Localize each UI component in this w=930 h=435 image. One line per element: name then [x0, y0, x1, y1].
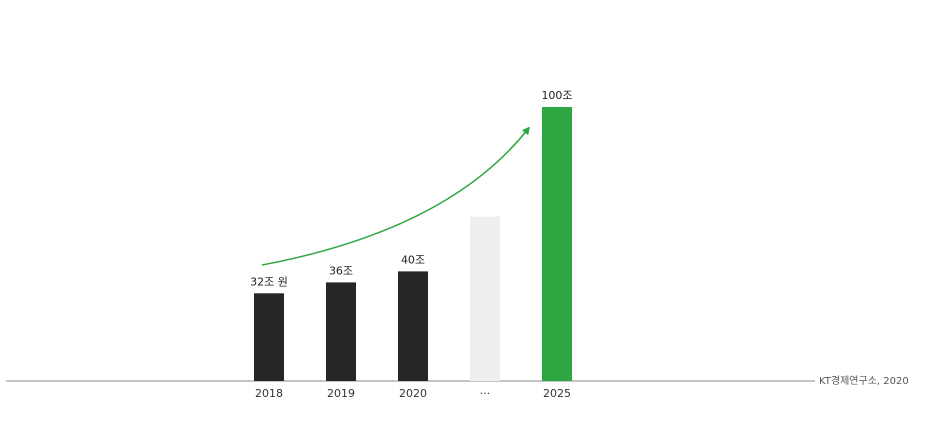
tick-label-2019: 2019	[327, 387, 355, 400]
source-note: KT경제연구소, 2020	[819, 374, 909, 387]
bars-layer	[254, 107, 572, 381]
tick-label-2020: 2020	[399, 387, 427, 400]
value-labels-layer: 32조 원 36조 40조 100조	[250, 89, 572, 288]
bar-2020	[398, 271, 428, 381]
bar-placeholder	[470, 216, 500, 381]
tick-label-ellipsis: ···	[480, 387, 491, 400]
value-label-2020: 40조	[401, 253, 425, 266]
value-label-2019: 36조	[329, 264, 353, 277]
value-label-2025: 100조	[541, 89, 572, 102]
bar-2019	[326, 282, 356, 381]
bar-2025	[542, 107, 572, 381]
tick-label-2018: 2018	[255, 387, 283, 400]
growth-trend-arrow	[261, 126, 530, 266]
value-label-2018: 32조 원	[250, 275, 288, 288]
tick-label-2025: 2025	[543, 387, 571, 400]
bar-2018	[254, 293, 284, 381]
tick-labels-layer: 2018 2019 2020 ··· 2025	[255, 387, 571, 400]
